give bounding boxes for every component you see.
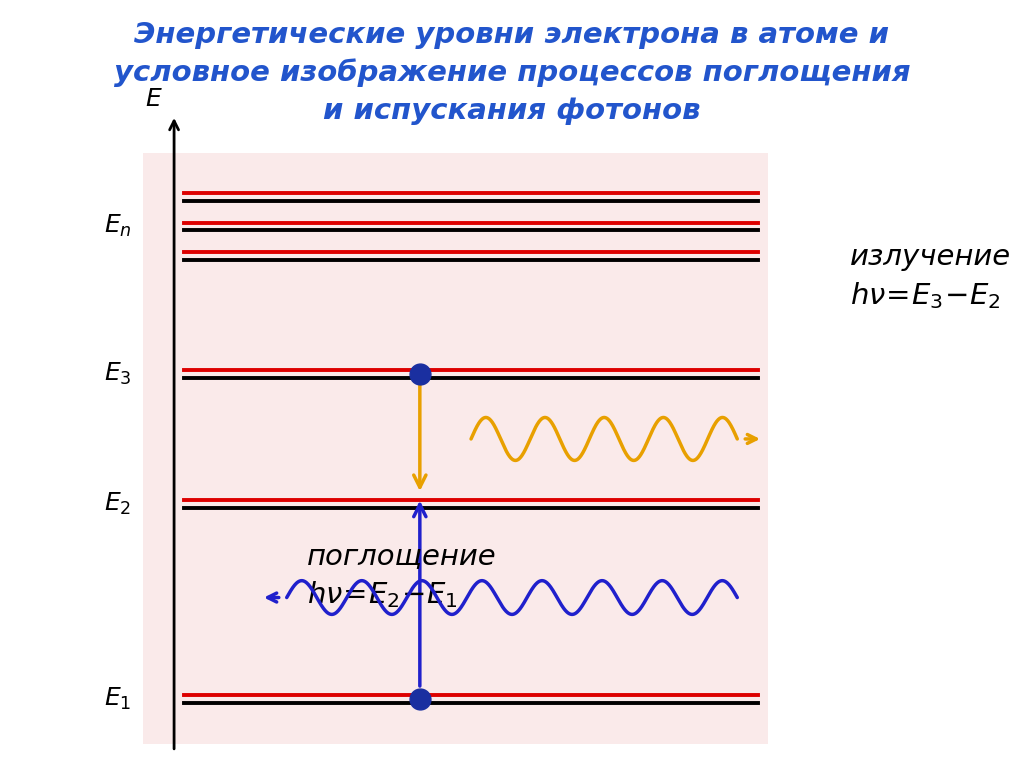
Text: $E_2$: $E_2$: [104, 491, 131, 517]
Text: условное изображение процессов поглощения: условное изображение процессов поглощени…: [114, 58, 910, 87]
Text: $h\nu\!=\!E_2\!-\!E_1$: $h\nu\!=\!E_2\!-\!E_1$: [307, 579, 458, 610]
Text: излучение: излучение: [850, 243, 1011, 271]
Text: и испускания фотонов: и испускания фотонов: [324, 97, 700, 125]
Text: $h\nu\!=\!E_3\!-\!E_2$: $h\nu\!=\!E_3\!-\!E_2$: [850, 280, 1000, 311]
Text: $E$: $E$: [144, 87, 163, 111]
Text: $E_3$: $E_3$: [104, 361, 131, 387]
FancyBboxPatch shape: [143, 153, 768, 744]
Text: $E_n$: $E_n$: [103, 213, 132, 239]
Text: поглощение: поглощение: [307, 542, 497, 570]
Text: Энергетические уровни электрона в атоме и: Энергетические уровни электрона в атоме …: [134, 21, 890, 48]
Text: $E_1$: $E_1$: [104, 686, 131, 712]
